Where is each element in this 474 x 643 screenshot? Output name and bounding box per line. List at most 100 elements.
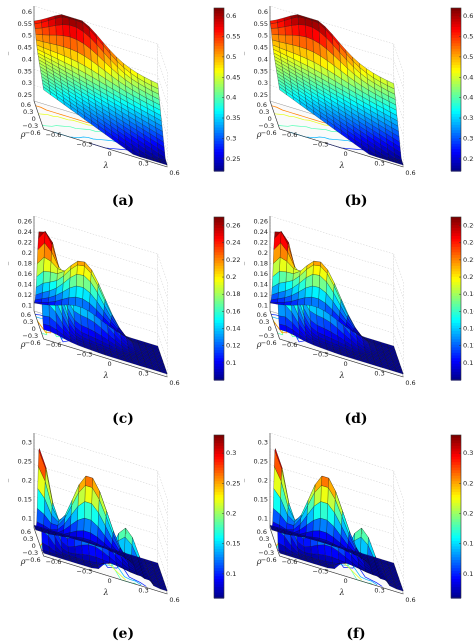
surface-facet xyxy=(34,27,43,35)
colorbar-swatch xyxy=(451,29,461,34)
z-tick-label: 0.6 xyxy=(22,8,32,16)
colorbar-swatch xyxy=(451,149,461,153)
surface-plot-2: 0.250.30.350.40.450.50.550.60.60.30−0.3−… xyxy=(242,5,416,177)
colorbar-swatch xyxy=(214,252,224,256)
colorbar-swatch xyxy=(214,284,224,289)
surface-facet xyxy=(84,501,92,521)
z-tick-label: 0.22 xyxy=(18,238,32,246)
colorbar-swatch xyxy=(451,35,461,39)
colorbar-swatch xyxy=(451,56,461,61)
colorbar-1: 0.25 0.3 0.35 0.4 0.45 0.5 0.55 0.6 xyxy=(213,7,240,172)
colorbar-swatch xyxy=(214,89,224,93)
colorbar-swatch xyxy=(214,236,224,240)
colorbar-swatch xyxy=(214,481,224,485)
colorbar-swatch xyxy=(451,284,461,289)
colorbar-swatch xyxy=(451,21,461,25)
colorbar-swatch xyxy=(214,35,224,39)
colorbar-swatch xyxy=(214,437,224,442)
colorbar-swatch xyxy=(451,306,461,310)
colorbar-swatch xyxy=(451,339,461,343)
colorbar-swatch xyxy=(214,363,224,368)
surface-facet xyxy=(81,544,90,556)
colorbar-swatch xyxy=(451,130,461,134)
colorbar-swatch xyxy=(451,595,461,599)
lambda-tick-label: −0.3 xyxy=(313,351,329,359)
rho-tick-label: 0.6 xyxy=(21,101,31,109)
colorbar-swatch xyxy=(214,279,224,283)
colorbar-swatch xyxy=(451,276,461,281)
surface-facet xyxy=(67,546,76,554)
rho-axis-label: ρ xyxy=(20,340,26,349)
colorbar-swatch xyxy=(214,48,224,53)
panel-caption: (c) xyxy=(112,411,134,427)
colorbar-swatch xyxy=(451,320,461,324)
colorbar-swatch xyxy=(214,470,224,474)
surface-facet xyxy=(312,264,321,276)
surface-facet xyxy=(284,25,293,36)
colorbar-swatch xyxy=(451,67,461,72)
colorbar-swatch xyxy=(214,557,224,561)
colorbar-swatch xyxy=(214,489,224,493)
colorbar-swatch xyxy=(451,135,461,139)
lambda-tick-label: 0 xyxy=(107,360,111,368)
rho-tick-label: 0.6 xyxy=(257,528,267,536)
colorbar-swatch xyxy=(451,462,461,466)
z-tick-label: 0.24 xyxy=(254,228,268,236)
colorbar-swatch xyxy=(214,454,224,458)
colorbar-swatch xyxy=(214,65,224,69)
colorbar-tick-label: 0.55 xyxy=(226,33,240,41)
z-tick-label: 0.5 xyxy=(258,32,268,40)
axis-frame xyxy=(33,216,168,378)
colorbar-swatch xyxy=(214,303,224,308)
surface-facet xyxy=(83,517,92,534)
wall-gridline xyxy=(33,448,168,515)
colorbar-swatch xyxy=(451,589,461,594)
colorbar-swatch xyxy=(451,576,461,580)
colorbar-swatch xyxy=(214,516,224,520)
colorbar-swatch xyxy=(214,255,224,259)
colorbar-swatch xyxy=(214,113,224,118)
rho-tick-label: −0.3 xyxy=(22,549,38,557)
colorbar-swatch xyxy=(451,377,461,381)
surface-facet xyxy=(319,517,328,534)
colorbar-swatch xyxy=(451,592,461,596)
colorbar-swatch xyxy=(214,141,224,145)
wall-gridline xyxy=(269,231,404,298)
rho-tick-label: 0 xyxy=(32,325,36,333)
surface-facet xyxy=(48,25,57,36)
colorbar-swatch xyxy=(451,157,461,161)
colorbar-swatch xyxy=(451,549,461,553)
colorbar-swatch xyxy=(214,475,224,480)
colorbar-swatch xyxy=(214,312,224,316)
colorbar-swatch xyxy=(214,56,224,61)
colorbar-swatch xyxy=(214,519,224,523)
colorbar-swatch xyxy=(214,350,224,354)
colorbar-swatch xyxy=(214,97,224,101)
colorbar-tick-label: 0.14 xyxy=(226,325,240,333)
rho-tick-label: 0.6 xyxy=(21,311,31,319)
colorbar-swatch xyxy=(214,86,224,91)
colorbar-swatch xyxy=(451,16,461,20)
colorbar-swatch xyxy=(214,290,224,294)
colorbar-swatch xyxy=(451,151,461,156)
colorbar-swatch xyxy=(451,543,461,547)
z-tick-label: 0.3 xyxy=(22,439,32,447)
colorbar-frame xyxy=(213,216,225,381)
colorbar-swatch xyxy=(451,86,461,91)
colorbar-swatch xyxy=(214,241,224,245)
colorbar-swatch xyxy=(451,532,461,537)
colorbar-swatch xyxy=(214,508,224,512)
colorbar-tick-label: 0.25 xyxy=(226,479,240,487)
colorbar-swatch xyxy=(451,443,461,447)
z-axis-label: — xyxy=(242,262,247,266)
z-tick-label: 0.2 xyxy=(22,477,32,485)
lambda-tick-label: 0.3 xyxy=(374,370,384,378)
colorbar-swatch xyxy=(214,483,224,488)
rho-axis-label: ρ xyxy=(256,557,262,566)
panel-caption: (f) xyxy=(346,626,365,642)
colorbar-swatch xyxy=(214,81,224,85)
colorbar-swatch xyxy=(451,244,461,248)
colorbar-tick-label: 0.35 xyxy=(463,114,474,122)
colorbar-swatch xyxy=(451,295,461,300)
surface-facet xyxy=(269,302,278,305)
